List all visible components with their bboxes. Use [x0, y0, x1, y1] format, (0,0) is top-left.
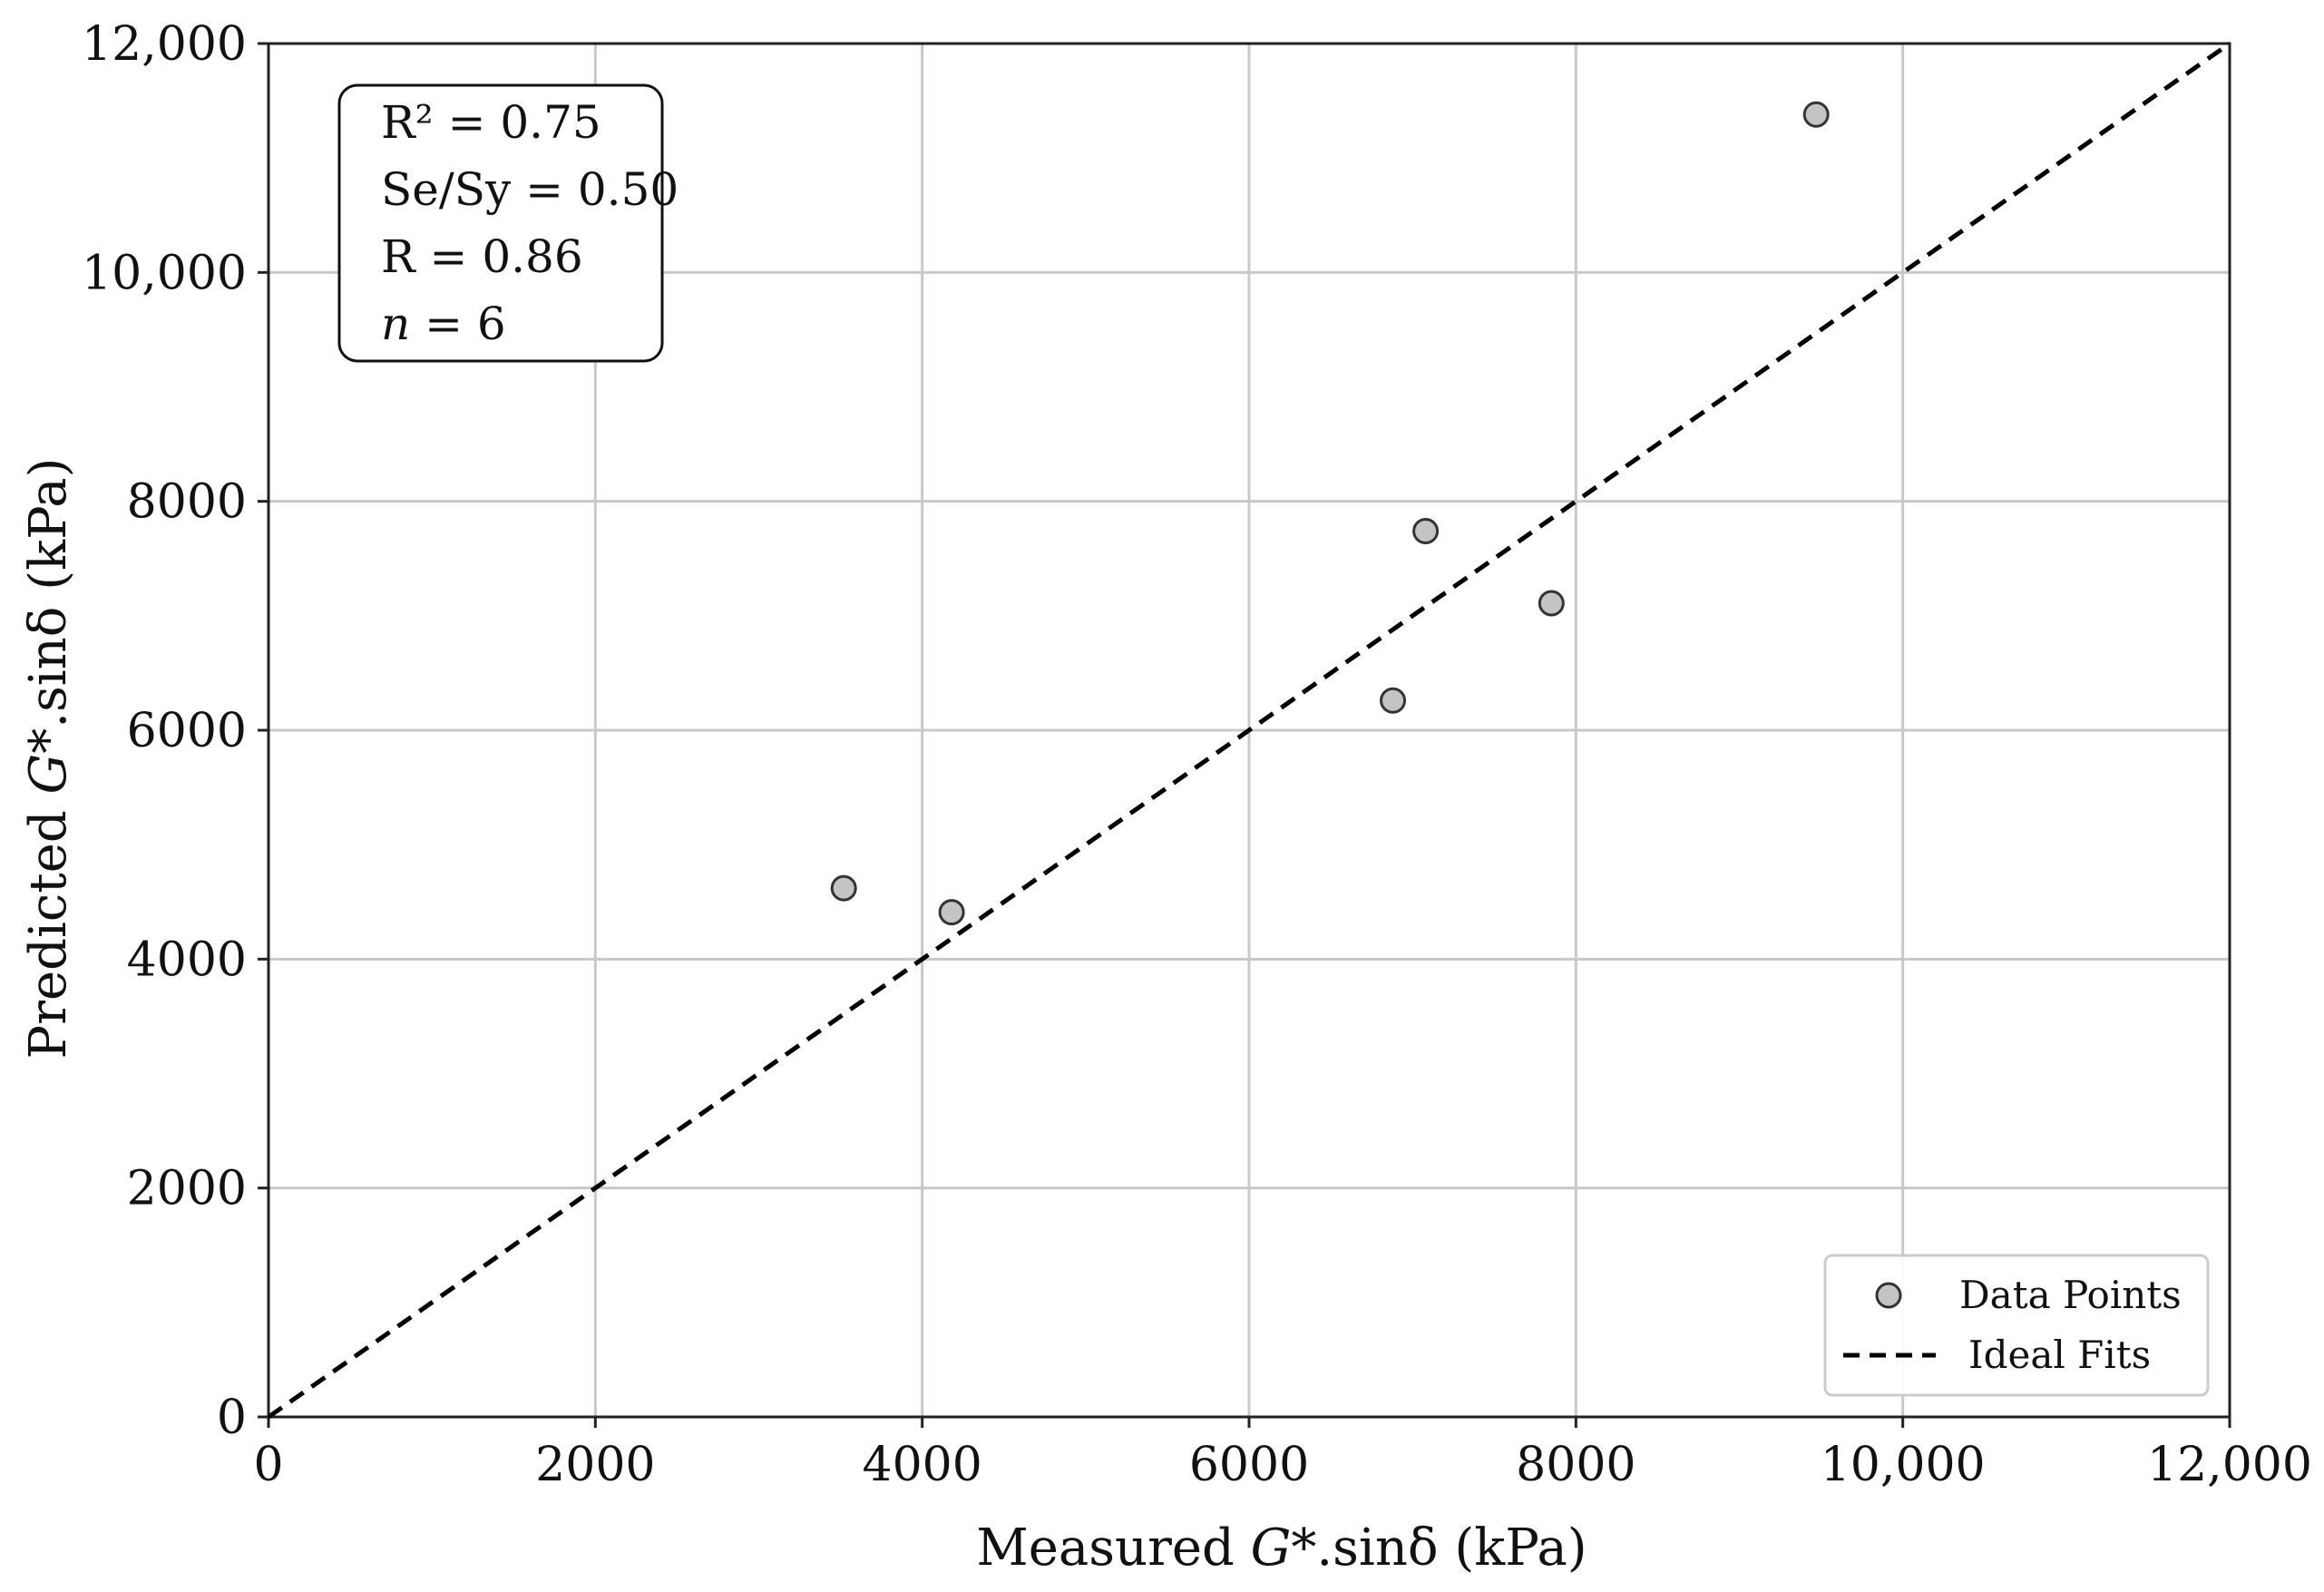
y-tick-label: 12,000 — [82, 17, 247, 72]
legend-marker-data-points — [1875, 1282, 1902, 1309]
series-layer — [267, 41, 2231, 1420]
y-axis-label-symbol: G* — [19, 728, 78, 795]
y-tick-label: 8000 — [127, 475, 247, 530]
legend-frame — [1823, 1254, 2210, 1397]
stats-se-sy: Se/Sy = 0.50 — [381, 163, 679, 216]
data-point — [1538, 590, 1565, 617]
x-axis-label-prefix: Measured — [976, 1519, 1250, 1577]
y-tick-label: 4000 — [127, 933, 247, 987]
stats-box-frame — [337, 83, 664, 363]
x-tick-label: 0 — [253, 1438, 283, 1492]
legend: Data Points Ideal Fits — [1823, 1254, 2210, 1397]
y-tick-label: 6000 — [127, 704, 247, 758]
x-axis-label: Measured G*.sinδ (kPa) — [976, 1519, 1587, 1577]
y-axis-label-prefix: Predicted — [19, 794, 78, 1059]
x-tick-label: 4000 — [862, 1438, 981, 1492]
data-point — [938, 899, 965, 926]
ideal-fit-line — [267, 41, 2231, 1420]
stats-r-squared: R² = 0.75 — [381, 96, 601, 149]
x-axis-label-suffix: .sinδ (kPa) — [1316, 1519, 1587, 1577]
axis-ticks: 0 2000 4000 6000 8000 10,000 12,000 0 2000 4000 60… — [82, 17, 2312, 1492]
stats-n-value: = 6 — [410, 298, 506, 350]
x-tick-label: 10,000 — [1821, 1438, 1986, 1492]
data-point — [830, 874, 857, 902]
y-tick-label: 2000 — [127, 1162, 247, 1216]
x-tick-label: 2000 — [535, 1438, 655, 1492]
legend-label-ideal-fits: Ideal Fits — [1968, 1333, 2151, 1377]
x-tick-label: 12,000 — [2147, 1438, 2312, 1492]
x-tick-label: 6000 — [1189, 1438, 1309, 1492]
stats-box: R² = 0.75 Se/Sy = 0.50 R = 0.86 n = 6 — [337, 83, 679, 363]
x-tick-label: 8000 — [1516, 1438, 1636, 1492]
y-tick-label: 0 — [217, 1391, 247, 1445]
data-point — [1380, 687, 1407, 714]
data-point — [1802, 101, 1830, 128]
x-axis-label-symbol: G* — [1251, 1519, 1317, 1577]
y-tick-label: 10,000 — [82, 246, 247, 300]
legend-label-data-points: Data Points — [1959, 1273, 2182, 1317]
y-axis-label: Predicted G*.sinδ (kPa) — [19, 458, 78, 1060]
stats-n: n = 6 — [381, 298, 506, 350]
stats-r: R = 0.86 — [381, 230, 583, 283]
y-axis-label-suffix: .sinδ (kPa) — [19, 458, 78, 728]
stats-n-symbol: n — [381, 298, 410, 350]
data-point — [1412, 517, 1440, 544]
